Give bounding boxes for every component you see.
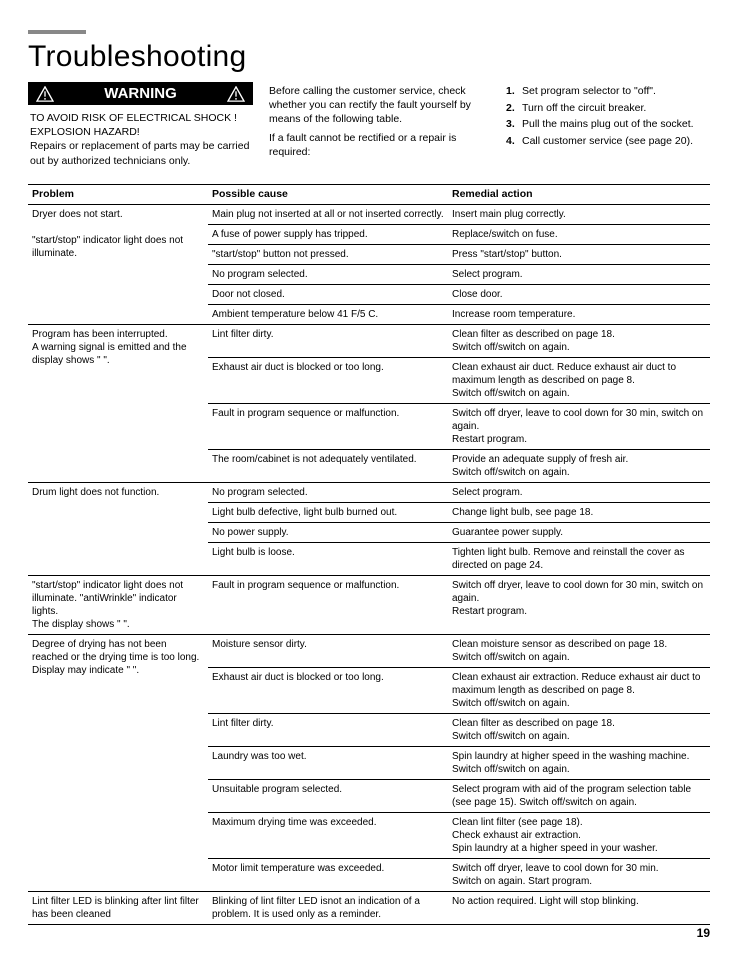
cause-cell: Fault in program sequence or malfunction… xyxy=(208,576,448,635)
cause-cell: Unsuitable program selected. xyxy=(208,780,448,813)
cause-cell: Main plug not inserted at all or not ins… xyxy=(208,205,448,225)
step-text: Set program selector to "off". xyxy=(522,84,656,99)
action-cell: Spin laundry at higher speed in the wash… xyxy=(448,747,710,780)
table-row: Degree of drying has not been reached or… xyxy=(28,635,710,668)
problem-cell: Drum light does not function. xyxy=(28,483,208,576)
action-cell: Switch off dryer, leave to cool down for… xyxy=(448,859,710,892)
action-cell: Tighten light bulb. Remove and reinstall… xyxy=(448,543,710,576)
action-cell: Switch off dryer, leave to cool down for… xyxy=(448,404,710,450)
problem-cell: Lint filter LED is blinking after lint f… xyxy=(28,892,208,925)
action-cell: Press "start/stop" button. xyxy=(448,245,710,265)
problem-cell: Dryer does not start. "start/stop" indic… xyxy=(28,205,208,325)
warning-header: WARNING xyxy=(28,82,253,105)
cause-cell: Moisture sensor dirty. xyxy=(208,635,448,668)
action-cell: Select program. xyxy=(448,483,710,503)
cause-cell: The room/cabinet is not adequately venti… xyxy=(208,450,448,483)
cause-cell: Maximum drying time was exceeded. xyxy=(208,813,448,859)
step-number: 4. xyxy=(506,134,518,149)
cause-cell: Laundry was too wet. xyxy=(208,747,448,780)
cause-cell: No program selected. xyxy=(208,483,448,503)
decorative-rule xyxy=(28,30,86,34)
cause-cell: No program selected. xyxy=(208,265,448,285)
action-cell: Switch off dryer, leave to cool down for… xyxy=(448,576,710,635)
intro-text: Before calling the customer service, che… xyxy=(269,82,484,170)
table-row: "start/stop" indicator light does not il… xyxy=(28,576,710,635)
action-cell: Clean filter as described on page 18. Sw… xyxy=(448,714,710,747)
warning-box: WARNING TO AVOID RISK OF ELECTRICAL SHOC… xyxy=(28,82,253,170)
warning-body: TO AVOID RISK OF ELECTRICAL SHOCK ! EXPL… xyxy=(28,105,253,170)
action-cell: Select program with aid of the program s… xyxy=(448,780,710,813)
warning-triangle-icon xyxy=(227,86,245,102)
action-cell: No action required. Light will stop blin… xyxy=(448,892,710,925)
step-text: Call customer service (see page 20). xyxy=(522,134,693,149)
problem-cell: Program has been interrupted. A warning … xyxy=(28,325,208,483)
step-text: Pull the mains plug out of the socket. xyxy=(522,117,694,132)
cause-cell: Exhaust air duct is blocked or too long. xyxy=(208,668,448,714)
steps-list: 1. Set program selector to "off". 2. Turn … xyxy=(500,82,710,170)
troubleshooting-table: Problem Possible cause Remedial action D… xyxy=(28,184,710,926)
col-problem: Problem xyxy=(28,184,208,205)
action-cell: Clean exhaust air extraction. Reduce exh… xyxy=(448,668,710,714)
action-cell: Provide an adequate supply of fresh air.… xyxy=(448,450,710,483)
page-title: Troubleshooting xyxy=(28,40,710,74)
action-cell: Clean moisture sensor as described on pa… xyxy=(448,635,710,668)
table-row: Lint filter LED is blinking after lint f… xyxy=(28,892,710,925)
action-cell: Clean exhaust air duct. Reduce exhaust a… xyxy=(448,358,710,404)
cause-cell: Fault in program sequence or malfunction… xyxy=(208,404,448,450)
table-row: Drum light does not function.No program … xyxy=(28,483,710,503)
table-row: Program has been interrupted. A warning … xyxy=(28,325,710,358)
action-cell: Insert main plug correctly. xyxy=(448,205,710,225)
cause-cell: Lint filter dirty. xyxy=(208,325,448,358)
intro-p1: Before calling the customer service, che… xyxy=(269,84,484,127)
action-cell: Clean filter as described on page 18. Sw… xyxy=(448,325,710,358)
action-cell: Clean lint filter (see page 18). Check e… xyxy=(448,813,710,859)
col-cause: Possible cause xyxy=(208,184,448,205)
action-cell: Increase room temperature. xyxy=(448,305,710,325)
warning-label: WARNING xyxy=(104,85,177,102)
cause-cell: Door not closed. xyxy=(208,285,448,305)
problem-cell: Degree of drying has not been reached or… xyxy=(28,635,208,892)
action-cell: Change light bulb, see page 18. xyxy=(448,503,710,523)
cause-cell: Motor limit temperature was exceeded. xyxy=(208,859,448,892)
cause-cell: A fuse of power supply has tripped. xyxy=(208,225,448,245)
table-row: Dryer does not start. "start/stop" indic… xyxy=(28,205,710,225)
cause-cell: Ambient temperature below 41 F/5 C. xyxy=(208,305,448,325)
cause-cell: "start/stop" button not pressed. xyxy=(208,245,448,265)
step-text: Turn off the circuit breaker. xyxy=(522,101,646,116)
intro-row: WARNING TO AVOID RISK OF ELECTRICAL SHOC… xyxy=(28,82,710,170)
step-number: 1. xyxy=(506,84,518,99)
col-action: Remedial action xyxy=(448,184,710,205)
cause-cell: Exhaust air duct is blocked or too long. xyxy=(208,358,448,404)
intro-p2: If a fault cannot be rectified or a repa… xyxy=(269,131,484,159)
warning-triangle-icon xyxy=(36,86,54,102)
problem-cell: "start/stop" indicator light does not il… xyxy=(28,576,208,635)
action-cell: Close door. xyxy=(448,285,710,305)
action-cell: Guarantee power supply. xyxy=(448,523,710,543)
cause-cell: Lint filter dirty. xyxy=(208,714,448,747)
step-number: 2. xyxy=(506,101,518,116)
step-number: 3. xyxy=(506,117,518,132)
cause-cell: No power supply. xyxy=(208,523,448,543)
cause-cell: Light bulb defective, light bulb burned … xyxy=(208,503,448,523)
cause-cell: Light bulb is loose. xyxy=(208,543,448,576)
cause-cell: Blinking of lint filter LED isnot an ind… xyxy=(208,892,448,925)
action-cell: Select program. xyxy=(448,265,710,285)
page-number: 19 xyxy=(697,926,710,940)
action-cell: Replace/switch on fuse. xyxy=(448,225,710,245)
